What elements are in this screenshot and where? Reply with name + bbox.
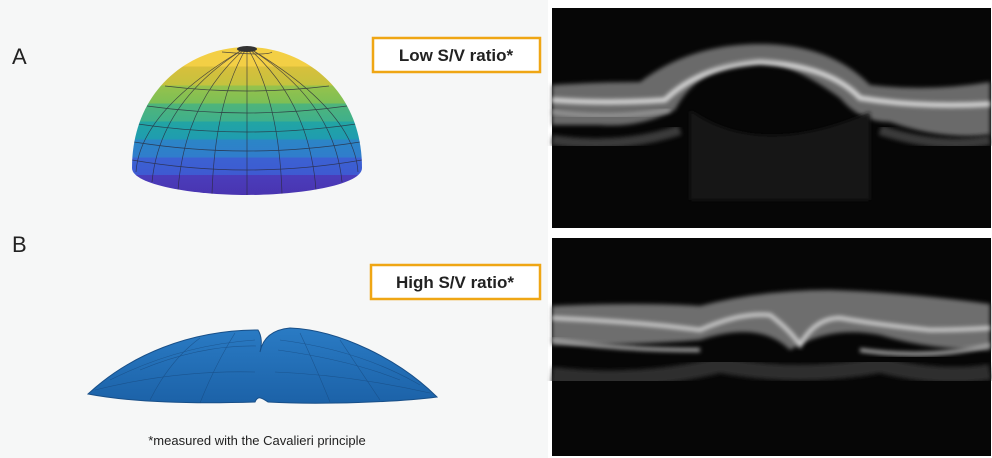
oct-image-bottom <box>552 238 991 456</box>
panel-label: B <box>12 232 27 257</box>
oct-image-top <box>552 8 991 228</box>
page: A Low S/V ratio* B High S/V ratio* *meas… <box>0 0 992 458</box>
panel-label: A <box>12 44 27 69</box>
footnote: *measured with the Cavalieri principle <box>148 433 366 448</box>
ratio-label: High S/V ratio* <box>396 273 514 292</box>
figure: A Low S/V ratio* B High S/V ratio* *meas… <box>0 0 992 458</box>
ratio-label: Low S/V ratio* <box>399 46 514 65</box>
